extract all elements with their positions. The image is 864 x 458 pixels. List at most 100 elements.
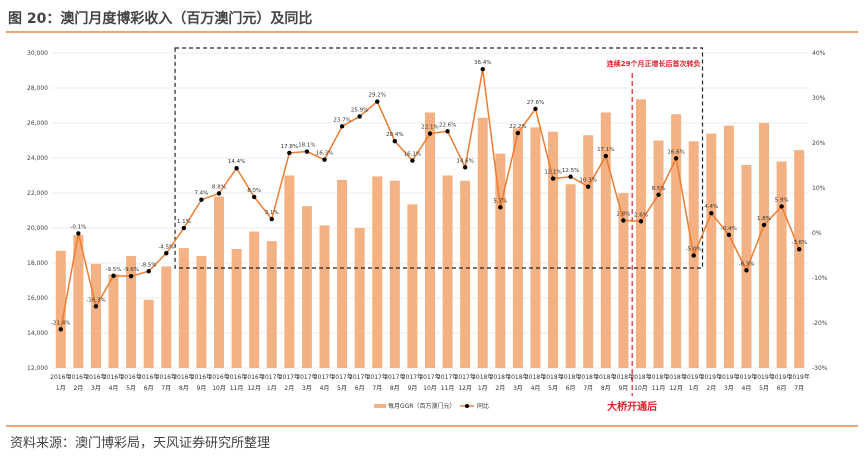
yoy-marker — [691, 253, 696, 258]
bar-ggr — [460, 180, 471, 368]
yoy-marker — [621, 218, 626, 223]
bar-ggr — [618, 193, 629, 368]
yoy-marker — [586, 184, 591, 189]
x-tick-month: 1月 — [267, 385, 277, 392]
x-tick-month: 3月 — [302, 385, 312, 392]
yoy-marker — [638, 219, 644, 224]
bar-ggr — [354, 228, 365, 368]
bar-ggr — [706, 133, 717, 368]
right-axis-tick: -10% — [812, 275, 828, 282]
x-tick-month: 10月 — [212, 385, 226, 392]
legend-swatch-ggr — [374, 404, 386, 408]
yoy-data-label: 14.4% — [228, 159, 245, 165]
bar-ggr — [389, 180, 400, 368]
x-tick-year: 2016年 — [226, 373, 247, 381]
bar-ggr — [301, 206, 312, 368]
yoy-data-label: 20.4% — [386, 132, 403, 138]
bottom-rule — [6, 425, 858, 427]
yoy-data-label: 4.4% — [704, 204, 718, 210]
left-axis-tick: 16,000 — [27, 295, 48, 302]
yoy-data-label: -8.3% — [738, 261, 754, 267]
legend-label-yoy: 同比 — [477, 402, 489, 410]
yoy-data-label: 2.6% — [634, 212, 648, 218]
x-tick-year: 2016年 — [244, 373, 265, 381]
right-axis-tick: 10% — [812, 185, 826, 192]
bar-ggr — [671, 114, 682, 368]
yoy-data-label: 36.4% — [474, 60, 491, 66]
yoy-data-label: -16.3% — [86, 297, 105, 303]
x-tick-month: 5月 — [548, 385, 558, 392]
yoy-marker — [498, 205, 503, 210]
yoy-marker — [76, 231, 81, 236]
yoy-data-label: 10.3% — [579, 178, 596, 184]
x-tick-month: 7月 — [161, 385, 171, 392]
bar-ggr — [425, 112, 435, 368]
x-tick-year: 2018年 — [613, 373, 634, 381]
bar-ggr — [90, 263, 101, 368]
x-tick-month: 8月 — [179, 385, 189, 392]
bar-ggr — [108, 274, 119, 368]
left-axis-tick: 22,000 — [27, 190, 48, 197]
x-tick-year: 2017年 — [437, 373, 458, 381]
highlight-box — [174, 47, 704, 269]
x-tick-year: 2018年 — [648, 373, 669, 381]
x-tick-month: 2月 — [495, 385, 505, 392]
yoy-marker — [339, 124, 345, 129]
x-tick-year: 2019年 — [753, 373, 774, 381]
yoy-data-label: 14.6% — [456, 158, 473, 164]
bar-ggr — [73, 235, 84, 368]
x-tick-year: 2018年 — [578, 373, 599, 381]
yoy-marker — [726, 232, 732, 237]
yoy-marker — [779, 204, 784, 209]
left-axis-tick: 12,000 — [27, 365, 48, 372]
yoy-marker — [797, 247, 802, 252]
yoy-data-label: 8.0% — [247, 188, 261, 194]
bar-ggr — [794, 150, 805, 368]
yoy-marker — [673, 156, 679, 161]
bar-ggr — [635, 99, 646, 368]
yoy-marker — [533, 106, 538, 112]
bar-ggr — [583, 135, 594, 368]
x-tick-month: 3月 — [513, 385, 523, 392]
x-tick-year: 2019年 — [683, 373, 704, 381]
right-axis-tick: 30% — [812, 95, 826, 102]
bar-ggr — [266, 241, 277, 368]
x-tick-year: 2018年 — [595, 373, 616, 381]
x-tick-month: 12月 — [669, 385, 683, 392]
bar-ggr — [161, 266, 172, 368]
yoy-marker — [462, 165, 468, 170]
yoy-data-label: 2.8% — [616, 211, 630, 217]
bar-ggr — [776, 161, 787, 368]
x-tick-month: 6月 — [566, 385, 576, 392]
x-tick-month: 9月 — [408, 385, 418, 392]
x-tick-month: 4月 — [109, 385, 119, 392]
yoy-data-label: 22.1% — [421, 125, 438, 131]
bar-ggr — [196, 256, 207, 368]
x-tick-month: 6月 — [777, 385, 787, 392]
left-axis-tick: 20,000 — [27, 225, 48, 232]
x-tick-year: 2016年 — [156, 373, 177, 381]
x-tick-year: 2017年 — [402, 373, 423, 381]
x-tick-month: 3月 — [91, 385, 101, 392]
bar-ggr — [723, 125, 734, 368]
x-tick-year: 2016年 — [103, 373, 124, 381]
x-tick-month: 9月 — [618, 385, 628, 392]
x-tick-year: 2018年 — [560, 373, 581, 381]
bar-ggr — [337, 179, 348, 368]
bar-ggr — [231, 249, 242, 368]
yoy-marker — [322, 157, 327, 162]
bar-ggr — [249, 231, 260, 368]
bar-ggr — [442, 175, 453, 368]
yoy-data-label: 17.1% — [597, 147, 614, 153]
x-tick-year: 2018年 — [525, 373, 546, 381]
right-axis-tick: -30% — [812, 365, 828, 372]
bar-ggr — [284, 175, 295, 368]
x-tick-month: 4月 — [320, 385, 330, 392]
x-tick-year: 2018年 — [472, 373, 493, 381]
right-axis-tick: 40% — [812, 50, 826, 57]
yoy-marker — [761, 222, 767, 228]
bar-ggr — [319, 225, 330, 368]
bar-ggr — [530, 127, 541, 368]
x-tick-month: 8月 — [390, 385, 400, 392]
